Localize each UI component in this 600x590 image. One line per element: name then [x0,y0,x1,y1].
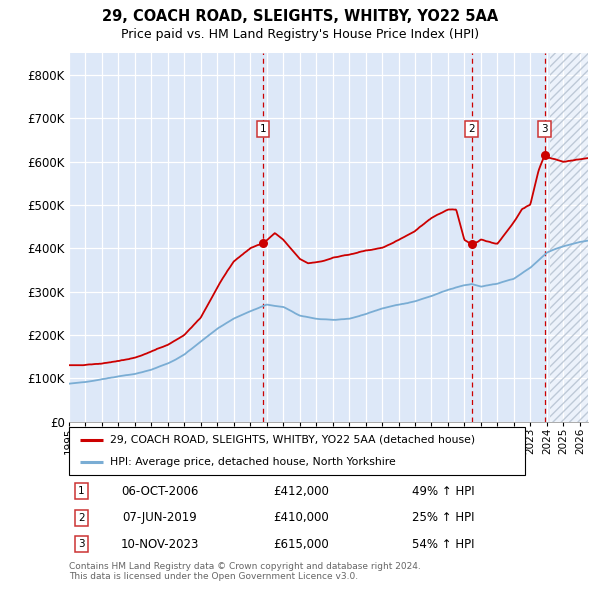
Text: 06-OCT-2006: 06-OCT-2006 [121,484,199,498]
Text: HPI: Average price, detached house, North Yorkshire: HPI: Average price, detached house, Nort… [110,457,396,467]
Text: 54% ↑ HPI: 54% ↑ HPI [412,537,474,551]
Text: £410,000: £410,000 [273,511,329,525]
Text: 1: 1 [78,486,85,496]
Bar [550,53,588,422]
Bar [550,53,588,422]
Text: 07-JUN-2019: 07-JUN-2019 [122,511,197,525]
Text: 10-NOV-2023: 10-NOV-2023 [121,537,199,551]
Text: £412,000: £412,000 [273,484,329,498]
Text: £615,000: £615,000 [273,537,329,551]
Text: 29, COACH ROAD, SLEIGHTS, WHITBY, YO22 5AA: 29, COACH ROAD, SLEIGHTS, WHITBY, YO22 5… [102,9,498,24]
Text: 3: 3 [78,539,85,549]
Text: 49% ↑ HPI: 49% ↑ HPI [412,484,475,498]
Text: Price paid vs. HM Land Registry's House Price Index (HPI): Price paid vs. HM Land Registry's House … [121,28,479,41]
Text: 29, COACH ROAD, SLEIGHTS, WHITBY, YO22 5AA (detached house): 29, COACH ROAD, SLEIGHTS, WHITBY, YO22 5… [110,435,475,445]
Text: Contains HM Land Registry data © Crown copyright and database right 2024.: Contains HM Land Registry data © Crown c… [69,562,421,571]
Text: 3: 3 [541,124,548,134]
Text: 1: 1 [260,124,266,134]
Text: 2: 2 [78,513,85,523]
FancyBboxPatch shape [69,427,525,475]
Text: 25% ↑ HPI: 25% ↑ HPI [412,511,474,525]
Text: This data is licensed under the Open Government Licence v3.0.: This data is licensed under the Open Gov… [69,572,358,581]
Text: 2: 2 [469,124,475,134]
